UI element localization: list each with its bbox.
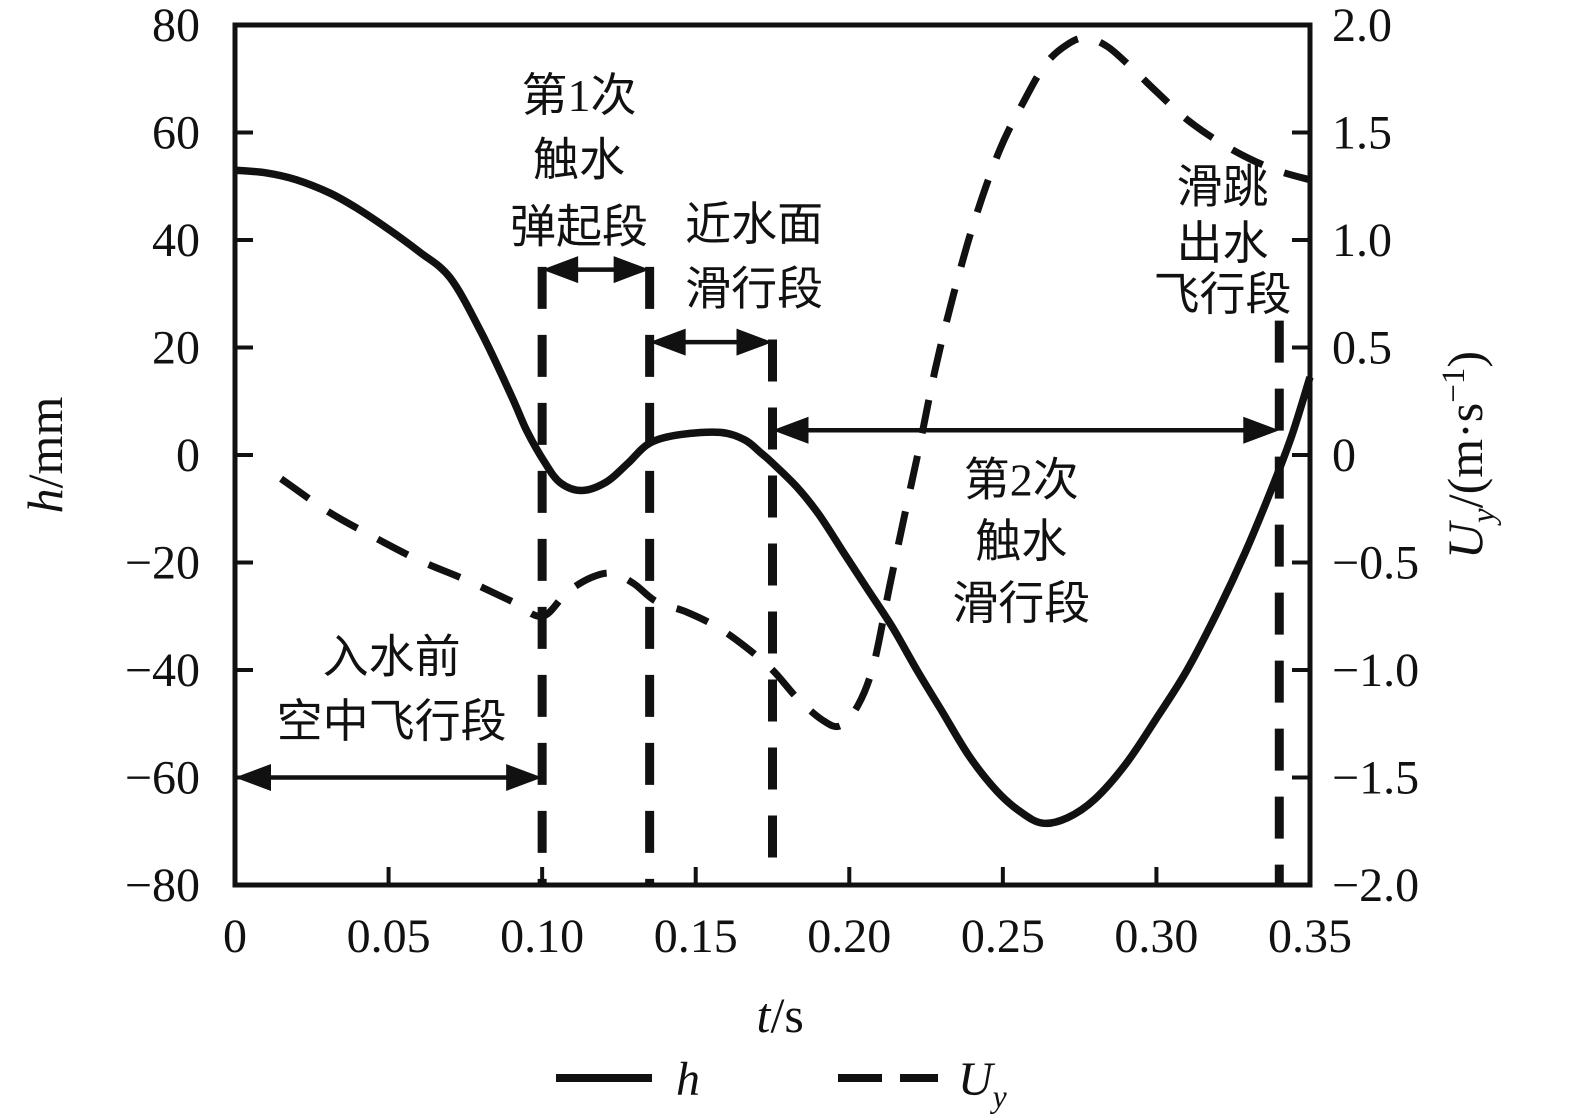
arrow-head-right-icon — [736, 328, 773, 356]
y-left-tick-label: −20 — [125, 537, 200, 590]
x-tick-label: 0.05 — [347, 910, 431, 963]
legend: h Uy​ — [556, 1053, 1008, 1114]
y-left-tick-label: −60 — [125, 752, 200, 805]
y-left-axis: 80 60 40 20 0 −20 −40 −60 −80 h/mm — [17, 0, 253, 912]
annotation-line: 第1次 — [522, 70, 637, 121]
y-left-tick-label: −40 — [125, 644, 200, 697]
y-left-tick-label: −80 — [125, 859, 200, 912]
y-right-tick-label: 0 — [1332, 429, 1356, 482]
phase-arrow-1 — [235, 764, 543, 791]
x-tick-label: 0.30 — [1114, 910, 1198, 963]
arrow-head-right-icon — [613, 256, 650, 284]
x-tick-label: 0.20 — [807, 910, 891, 963]
x-tick-label: 0.15 — [654, 910, 738, 963]
arrow-head-right-icon — [1243, 416, 1280, 444]
phase-boundary-lines — [537, 266, 1284, 885]
arrow-head-left-icon — [772, 416, 809, 444]
x-axis-title: t/s — [757, 987, 804, 1043]
annotation-line: 出水 — [1176, 218, 1268, 269]
legend-label-uy: Uy​ — [958, 1053, 1008, 1114]
y-right-tick-label: 1.5 — [1332, 107, 1392, 160]
phase-arrow-4 — [772, 416, 1280, 444]
y-right-axis-title: Uy​/(m·s−1​) — [1436, 351, 1502, 559]
x-tick-label: 0 — [223, 910, 247, 963]
x-tick-label: 0.25 — [961, 910, 1045, 963]
x-tick-label: 0.10 — [500, 910, 584, 963]
arrow-head-left-icon — [542, 256, 579, 284]
annotation-line: 触水 — [975, 516, 1067, 567]
arrow-head-left-icon — [649, 328, 686, 356]
y-right-axis: 2.0 1.5 1.0 0.5 0 −0.5 −1.0 −1.5 −2.0 Uy​/(m·s−1​… — [1292, 0, 1502, 912]
annotation-line: 滑行段 — [685, 263, 823, 314]
annotation-line: 空中飞行段 — [277, 696, 507, 747]
y-left-tick-label: 40 — [152, 214, 200, 267]
annotation-line: 触水 — [533, 134, 625, 185]
y-right-tick-label: 1.0 — [1332, 214, 1392, 267]
x-axis: 0 0.05 0.10 0.15 0.20 0.25 0.30 0.35 t/s — [223, 867, 1352, 1043]
series-curves — [234, 34, 1314, 828]
phase-arrow-3 — [649, 328, 773, 356]
annotation-line: 第2次 — [964, 454, 1079, 505]
legend-label-h: h — [676, 1053, 700, 1106]
annotation-line: 滑行段 — [952, 578, 1090, 629]
y-right-tick-label: −2.0 — [1332, 859, 1419, 912]
annotation-line: 弹起段 — [510, 202, 648, 253]
x-tick-label: 0.35 — [1268, 910, 1352, 963]
h-curve — [234, 166, 1314, 828]
y-right-tick-label: 0.5 — [1332, 322, 1392, 375]
arrow-head-right-icon — [506, 764, 543, 791]
annotation-line: 滑跳 — [1176, 161, 1268, 212]
y-left-tick-label: 20 — [152, 322, 200, 375]
phase-extent-arrows — [235, 256, 1280, 791]
annotation-line: 入水前 — [323, 632, 461, 683]
y-left-tick-label: 60 — [152, 107, 200, 160]
y-right-tick-label: −0.5 — [1332, 537, 1419, 590]
y-right-tick-label: 2.0 — [1332, 0, 1392, 52]
annotation-line: 飞行段 — [1153, 269, 1291, 320]
y-right-tick-label: −1.5 — [1332, 752, 1419, 805]
y-right-tick-label: −1.0 — [1332, 644, 1419, 697]
y-left-tick-label: 0 — [176, 429, 200, 482]
y-left-axis-title: h/mm — [17, 397, 73, 514]
uy-curve — [279, 34, 1311, 731]
annotation-line: 近水面 — [685, 199, 823, 250]
phase-arrow-2 — [542, 256, 650, 284]
y-left-tick-label: 80 — [152, 0, 200, 52]
